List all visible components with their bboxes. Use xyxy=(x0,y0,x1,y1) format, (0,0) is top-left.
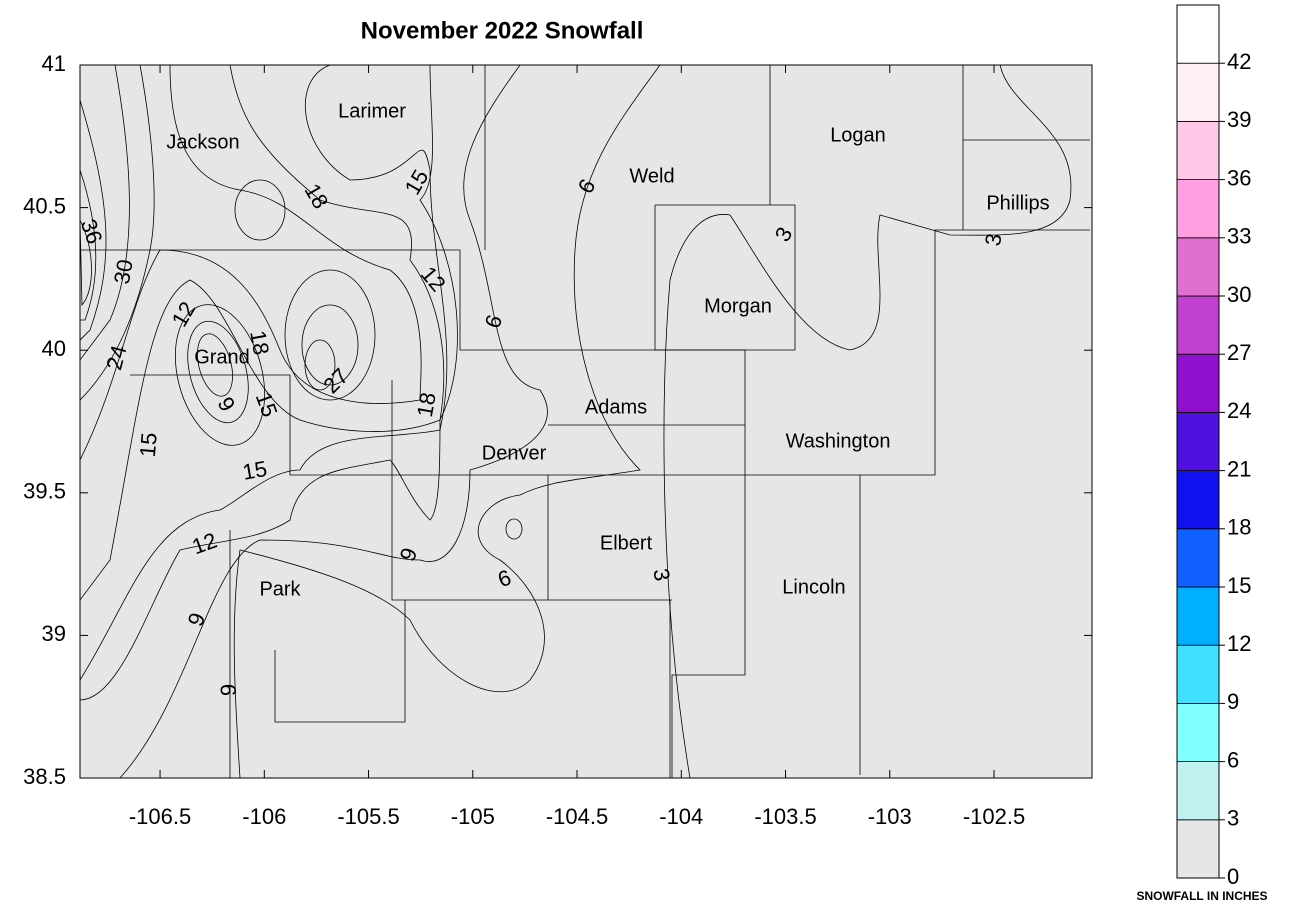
county-label: Park xyxy=(259,578,301,600)
contour-label: 3 xyxy=(980,232,1007,248)
county-label: Logan xyxy=(830,124,886,146)
legend-label: 39 xyxy=(1227,107,1251,132)
y-tick-label: 38.5 xyxy=(23,764,66,789)
legend-band xyxy=(1176,353,1220,413)
x-tick-label: -106.5 xyxy=(129,804,191,829)
y-tick-label: 39 xyxy=(42,621,66,646)
county-label: Jackson xyxy=(166,131,239,153)
legend-label: 0 xyxy=(1227,864,1239,889)
legend-label: 9 xyxy=(1227,689,1239,714)
county-label: Lincoln xyxy=(782,576,845,598)
legend-band xyxy=(1176,295,1220,355)
legend: SNOWFALL IN INCHES xyxy=(1136,889,1267,903)
x-tick-label: -104 xyxy=(659,804,703,829)
x-tick-label: -104.5 xyxy=(546,804,608,829)
x-tick-label: -102.5 xyxy=(963,804,1025,829)
legend-label: 42 xyxy=(1227,49,1251,74)
x-tick-label: -105 xyxy=(451,804,495,829)
x-tick-label: -105.5 xyxy=(337,804,399,829)
contour-label: 3 xyxy=(648,567,675,583)
legend-band xyxy=(1176,62,1220,122)
contour-label: 18 xyxy=(412,390,441,418)
legend-title: SNOWFALL IN INCHES xyxy=(1136,889,1267,903)
legend-band xyxy=(1176,4,1220,64)
legend-band xyxy=(1176,237,1220,297)
legend-label: 3 xyxy=(1227,806,1239,831)
county-label: Denver xyxy=(482,442,547,464)
legend-band xyxy=(1176,703,1220,763)
legend-label: 15 xyxy=(1227,573,1251,598)
legend-band xyxy=(1176,528,1220,588)
snowfall-field xyxy=(80,65,1092,778)
county-label: Washington xyxy=(786,430,891,452)
legend-band xyxy=(1176,819,1220,879)
county-label: Larimer xyxy=(338,100,406,122)
legend-band xyxy=(1176,411,1220,471)
county-label: Elbert xyxy=(600,532,653,554)
map-title: November 2022 Snowfall xyxy=(361,17,644,44)
legend-band xyxy=(1176,179,1220,239)
legend-label: 6 xyxy=(1227,747,1239,772)
legend-label: 18 xyxy=(1227,515,1251,540)
y-tick-label: 40 xyxy=(42,336,66,361)
legend-band xyxy=(1176,586,1220,646)
legend-label: 21 xyxy=(1227,456,1251,481)
county-label: Adams xyxy=(585,396,647,418)
contour-label: 9 xyxy=(216,684,241,696)
legend-label: 24 xyxy=(1227,398,1251,423)
county-label: Weld xyxy=(629,165,674,187)
legend-label: 33 xyxy=(1227,224,1251,249)
x-tick-label: -103 xyxy=(868,804,912,829)
map-frame xyxy=(79,64,1093,779)
legend-band xyxy=(1176,121,1220,181)
contour-label: 15 xyxy=(135,432,162,459)
contour-label: 15 xyxy=(240,456,268,485)
county-boundaries xyxy=(80,65,1090,778)
x-tick-label: -103.5 xyxy=(754,804,816,829)
contour-label: 18 xyxy=(245,328,274,356)
contour-label: 30 xyxy=(109,257,138,285)
county-label: Grand xyxy=(194,346,250,368)
county-label: Morgan xyxy=(704,295,772,317)
y-tick-label: 40.5 xyxy=(23,193,66,218)
legend-band xyxy=(1176,470,1220,530)
legend-label: 30 xyxy=(1227,282,1251,307)
legend-frame xyxy=(1176,4,1220,879)
legend-band xyxy=(1176,761,1220,821)
county-label: Phillips xyxy=(986,192,1049,214)
y-tick-label: 39.5 xyxy=(23,479,66,504)
legend-band xyxy=(1176,644,1220,704)
x-tick-label: -106 xyxy=(242,804,286,829)
legend-label: 36 xyxy=(1227,165,1251,190)
y-tick-label: 41 xyxy=(42,51,66,76)
legend-label: 27 xyxy=(1227,340,1251,365)
legend-label: 12 xyxy=(1227,631,1251,656)
